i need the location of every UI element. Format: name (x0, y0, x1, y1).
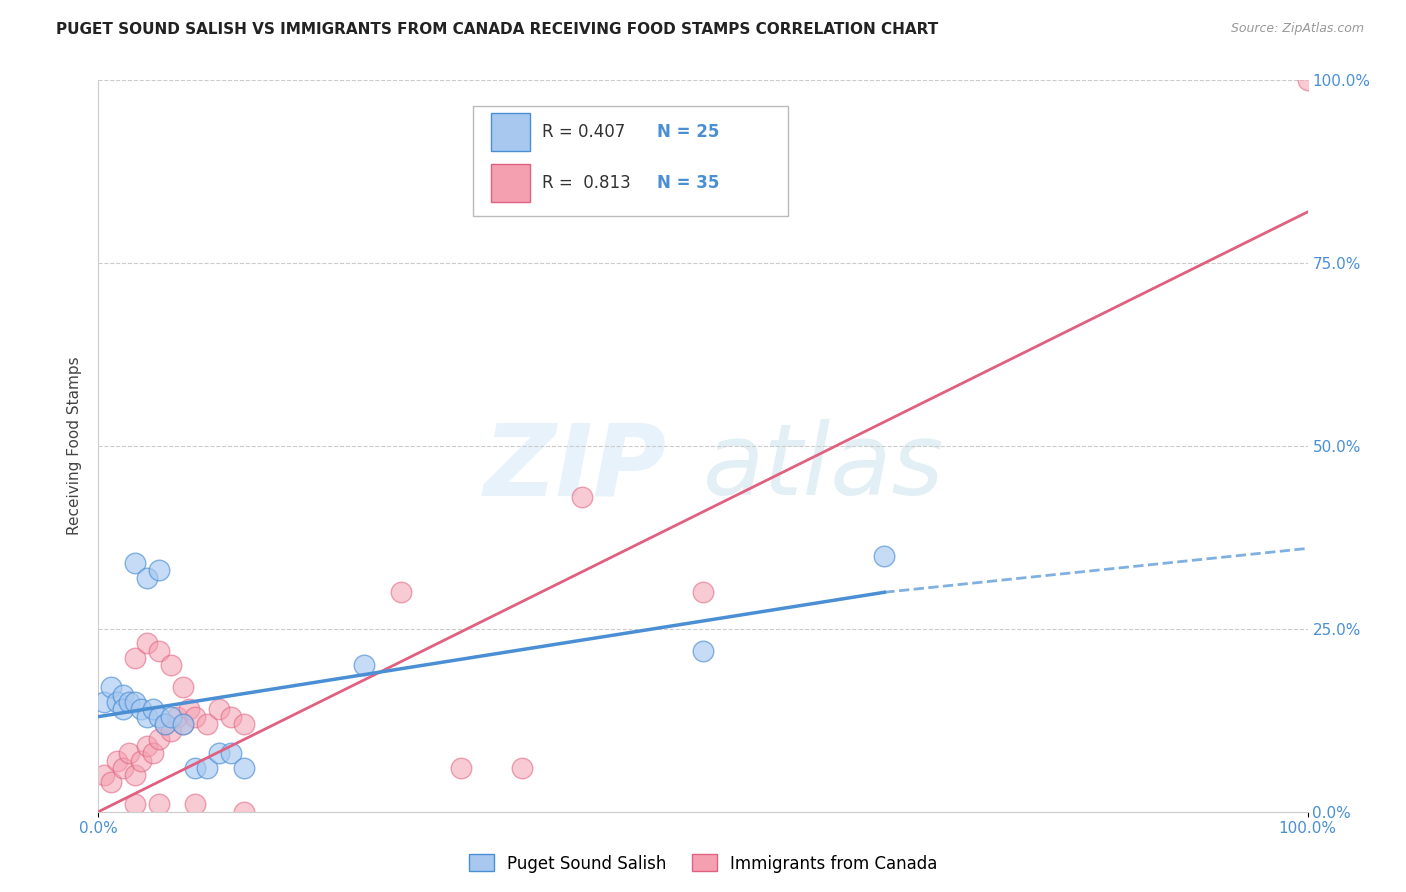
Point (172, 717, 194, 731)
Point (148, 709, 170, 723)
Point (160, 709, 183, 723)
Point (129, 754, 152, 768)
Point (232, 717, 254, 731)
Point (93, 695, 115, 709)
Text: Source: ZipAtlas.com: Source: ZipAtlas.com (1230, 22, 1364, 36)
Point (692, 644, 714, 658)
Point (221, 746, 243, 760)
FancyBboxPatch shape (492, 113, 530, 152)
Point (105, 695, 128, 709)
Point (118, 695, 141, 709)
Point (135, 739, 157, 753)
Point (510, 761, 533, 775)
FancyBboxPatch shape (492, 164, 530, 202)
Point (135, 709, 157, 723)
Point (124, 797, 146, 812)
Point (172, 681, 194, 695)
Text: R = 0.407: R = 0.407 (543, 123, 626, 141)
Point (148, 563, 170, 577)
Text: ZIP: ZIP (484, 419, 666, 516)
Text: N = 35: N = 35 (657, 175, 720, 193)
Point (873, 549, 896, 563)
Legend: Puget Sound Salish, Immigrants from Canada: Puget Sound Salish, Immigrants from Cana… (463, 847, 943, 880)
Point (692, 585, 714, 599)
FancyBboxPatch shape (474, 106, 787, 216)
Point (160, 658, 183, 673)
Point (100, 775, 122, 789)
Point (105, 754, 128, 768)
Point (184, 797, 207, 812)
Text: PUGET SOUND SALISH VS IMMIGRANTS FROM CANADA RECEIVING FOOD STAMPS CORRELATION C: PUGET SOUND SALISH VS IMMIGRANTS FROM CA… (56, 22, 938, 37)
Point (179, 702, 201, 716)
Point (208, 746, 231, 760)
Point (148, 731, 170, 746)
Point (142, 702, 165, 716)
Point (450, 761, 472, 775)
Point (111, 702, 134, 716)
Point (124, 651, 146, 665)
Point (221, 709, 243, 723)
Point (208, 702, 231, 716)
Point (100, 681, 122, 695)
Y-axis label: Receiving Food Stamps: Receiving Food Stamps (67, 357, 83, 535)
Point (195, 761, 218, 775)
Point (124, 768, 146, 782)
Point (124, 556, 146, 570)
Point (232, 761, 254, 775)
Point (389, 585, 412, 599)
Point (111, 761, 134, 775)
Point (142, 746, 165, 760)
Point (160, 724, 183, 739)
Point (166, 709, 188, 723)
Point (111, 688, 134, 702)
Point (129, 702, 152, 716)
Point (1296, 73, 1319, 87)
Text: N = 25: N = 25 (657, 123, 720, 141)
Point (118, 746, 141, 760)
Point (184, 709, 207, 723)
Point (124, 695, 146, 709)
Point (148, 797, 170, 812)
Text: atlas: atlas (703, 419, 945, 516)
Point (153, 717, 176, 731)
Point (153, 717, 176, 731)
Point (232, 805, 254, 819)
Point (135, 636, 157, 650)
Point (571, 490, 593, 504)
Point (93, 768, 115, 782)
Point (195, 717, 218, 731)
Point (353, 658, 375, 673)
Point (148, 644, 170, 658)
Point (172, 717, 194, 731)
Point (135, 571, 157, 585)
Point (184, 761, 207, 775)
Text: R =  0.813: R = 0.813 (543, 175, 631, 193)
